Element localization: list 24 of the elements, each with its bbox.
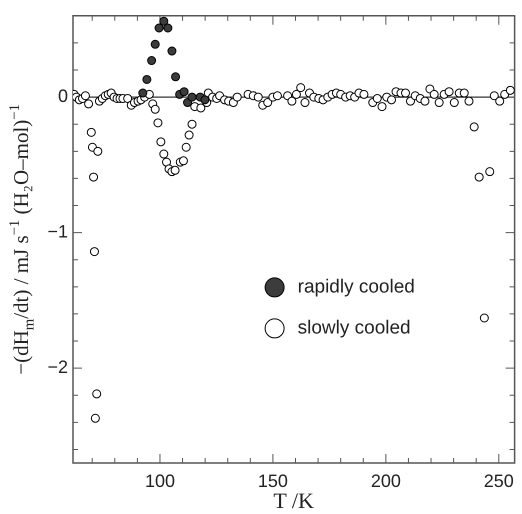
- point: [163, 23, 172, 32]
- point: [159, 16, 168, 26]
- x-tick-label: 200: [370, 470, 401, 491]
- point: [171, 72, 180, 82]
- point: [188, 92, 197, 102]
- point: [150, 40, 160, 49]
- y-tick-label: −1: [47, 222, 68, 242]
- legend-label: rapidly cooled: [298, 276, 415, 298]
- point: [180, 87, 189, 96]
- x-axis-title: T /K: [273, 488, 314, 513]
- y-axis-title: −(dHm/dt) / mJ s−1 (H₂O–mol)−1: [7, 104, 38, 375]
- x-tick-label: 150: [258, 470, 288, 491]
- legend-label: slowly cooled: [298, 318, 411, 339]
- point: [147, 56, 156, 66]
- point: [183, 98, 192, 108]
- x-tick-label: 100: [144, 470, 175, 491]
- point: [154, 23, 164, 32]
- point: [138, 88, 148, 98]
- point: [167, 46, 176, 56]
- x-tick-label: 250: [484, 470, 514, 491]
- y-tick-label: −2: [47, 357, 68, 378]
- y-tick-label: 0: [58, 86, 68, 106]
- point: [142, 74, 152, 84]
- point: [200, 95, 210, 104]
